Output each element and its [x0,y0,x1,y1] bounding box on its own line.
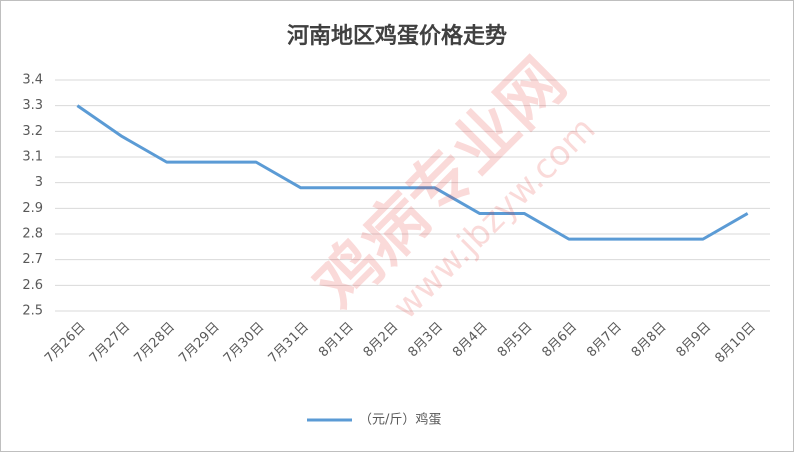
y-tick-label: 2.5 [22,304,43,319]
y-tick-label: 3.1 [22,150,43,165]
y-tick-label: 3.3 [22,98,43,113]
chart-title: 河南地区鸡蛋价格走势 [287,23,507,49]
legend-label: （元/斤）鸡蛋 [359,412,441,428]
y-tick-label: 2.7 [22,252,43,267]
y-tick-label: 3.2 [22,124,43,139]
y-tick-label: 3 [35,175,43,190]
y-tick-label: 2.8 [22,227,43,242]
line [76,104,749,241]
y-tick-label: 3.4 [22,73,43,88]
y-tick-label: 2.6 [22,278,43,293]
y-tick-label: 2.9 [22,201,43,216]
